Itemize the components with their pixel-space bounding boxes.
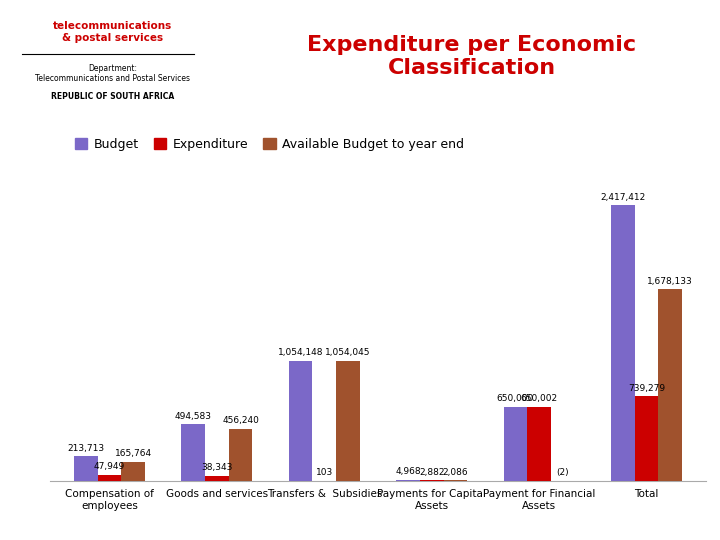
Text: REPUBLIC OF SOUTH AFRICA: REPUBLIC OF SOUTH AFRICA [50,92,174,101]
Text: 30: 30 [683,515,700,528]
Text: Expenditure per Economic
Classification: Expenditure per Economic Classification [307,35,636,78]
Text: (2): (2) [557,468,569,477]
Bar [229,429,252,481]
Bar [205,476,229,481]
Text: 650,002: 650,002 [521,394,558,403]
Text: 1,054,045: 1,054,045 [325,348,371,357]
Text: 1,054,148: 1,054,148 [278,348,323,357]
Text: 2,882: 2,882 [419,468,444,476]
Text: 456,240: 456,240 [222,416,259,425]
Bar [336,361,360,481]
Bar [289,361,312,481]
Bar [181,424,205,481]
Text: Department:
Telecommunications and Postal Services: Department: Telecommunications and Posta… [35,64,190,83]
Text: 1,678,133: 1,678,133 [647,276,693,286]
Text: 4,968: 4,968 [395,467,421,476]
Text: 213,713: 213,713 [67,443,104,453]
Bar [121,462,145,481]
Text: 103: 103 [315,468,333,477]
Bar [658,289,682,481]
Text: 494,583: 494,583 [175,411,212,421]
Bar [527,407,551,481]
Text: 739,279: 739,279 [628,383,665,393]
Bar [635,396,658,481]
Text: 47,949: 47,949 [94,462,125,471]
Bar [396,480,420,481]
Text: 38,343: 38,343 [201,463,233,472]
Bar [611,205,635,481]
Text: 650,000: 650,000 [497,394,534,403]
Bar [98,475,121,481]
Text: telecommunications
& postal services: telecommunications & postal services [53,21,172,43]
Bar [74,456,98,481]
Text: 165,764: 165,764 [114,449,152,458]
Text: 2,417,412: 2,417,412 [600,193,646,201]
Text: 2,086: 2,086 [443,468,468,477]
Legend: Budget, Expenditure, Available Budget to year end: Budget, Expenditure, Available Budget to… [70,133,469,156]
Text: Making South Africa a Global Leader in Harnessing ICTs for Socio-economic Develo: Making South Africa a Global Leader in H… [53,516,610,526]
Bar [504,407,527,481]
